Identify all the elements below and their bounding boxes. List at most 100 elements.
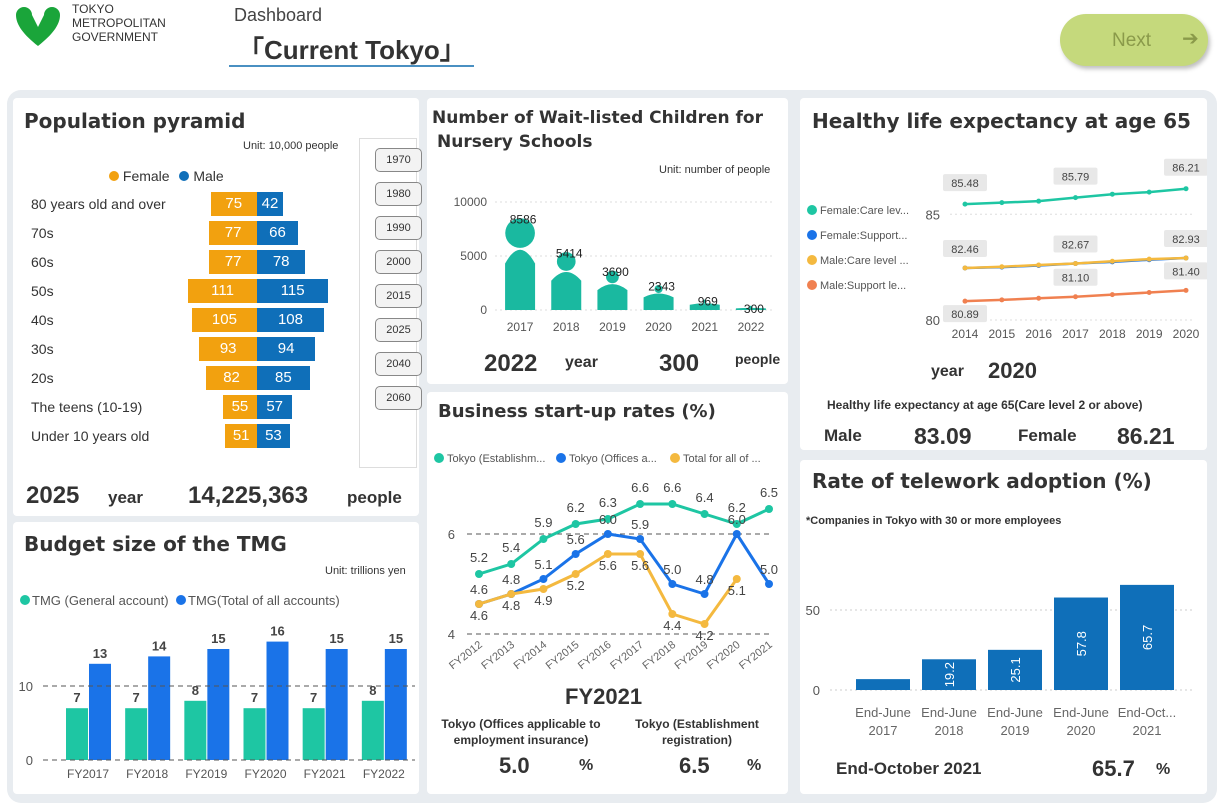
male-bar: 115: [257, 279, 329, 303]
data-label: 6.5: [760, 485, 778, 500]
data-label: 4.8: [696, 572, 714, 587]
person-bar-body: [735, 307, 766, 310]
series-point: [636, 550, 645, 558]
data-label: 4.2: [696, 628, 714, 643]
series-point: [732, 520, 741, 528]
y-tick-label: 6: [448, 527, 455, 542]
series-point: [1183, 186, 1189, 192]
callout-label: 82.93: [1172, 234, 1200, 246]
y-tick-label: 50: [806, 603, 820, 618]
x-tick-label: FY2020: [705, 639, 743, 672]
year-button-2060[interactable]: 2060: [375, 386, 422, 410]
x-tick-label: End-June: [987, 705, 1043, 720]
person-bar-body: [597, 284, 628, 310]
x-tick-label: FY2021: [737, 639, 775, 672]
waitlist-chart: 0 5000 10000 8586 2017 5414 2018 3690 2019 2343 20…: [454, 195, 772, 334]
legend-label: Female:Care lev...: [820, 205, 909, 217]
year-button-1970[interactable]: 1970: [375, 148, 422, 172]
year-button-2040[interactable]: 2040: [375, 352, 422, 376]
hle-title: Healthy life expectancy at age 65: [812, 109, 1191, 133]
waitlist-title-2: Nursery Schools: [437, 132, 593, 152]
callout-box: [1053, 268, 1098, 286]
data-label: 8586: [510, 212, 537, 226]
year-button-2015[interactable]: 2015: [375, 284, 422, 308]
bar: [856, 679, 910, 690]
dashboard-subtitle: Dashboard: [234, 5, 323, 25]
bar: [66, 708, 88, 760]
series-point: [1183, 287, 1189, 293]
telework-note: *Companies in Tokyo with 30 or more empl…: [806, 515, 1062, 527]
data-label: 5.1: [728, 583, 746, 598]
data-label: 300: [744, 302, 764, 316]
year-word: year: [108, 488, 143, 507]
people-word: people: [347, 488, 402, 507]
series-point: [1109, 191, 1115, 197]
y-tick-label: 4: [448, 627, 455, 642]
x-tick-label: 2019: [1136, 327, 1163, 341]
callout-label: 86.21: [1172, 163, 1200, 175]
data-label: 7: [133, 690, 140, 705]
male-bar: 57: [257, 395, 293, 419]
legend-label: TMG (General account): [32, 593, 169, 608]
male-bar: 78: [257, 250, 306, 274]
startup-chart: 4 6 Tokyo (Establishm... Tokyo (Offices a..…: [434, 453, 778, 672]
header: TOKYO METROPOLITAN GOVERNMENT Dashboard …: [0, 0, 1224, 88]
male-bar: 53: [257, 424, 290, 448]
x-tick-label: 2019: [1001, 723, 1030, 738]
data-label: 5.2: [567, 578, 585, 593]
data-label: 8: [369, 683, 376, 698]
bar: [207, 649, 230, 760]
x-tick-label: 2018: [1099, 327, 1126, 341]
data-label: 7: [251, 690, 258, 705]
bar: [125, 708, 148, 760]
series-point: [765, 505, 773, 513]
person-bar-head: [654, 284, 663, 294]
legend-dot: [20, 595, 30, 605]
year-button-1980[interactable]: 1980: [375, 182, 422, 206]
data-label: 6.4: [696, 490, 714, 505]
x-tick-label: 2021: [691, 320, 718, 334]
age-label: Under 10 years old: [31, 428, 150, 444]
male-bar: 66: [257, 221, 298, 245]
data-label: 5.0: [663, 562, 681, 577]
next-button[interactable]: Next ➔: [1060, 14, 1208, 66]
x-tick-label: FY2015: [544, 639, 582, 672]
budget-title: Budget size of the TMG: [24, 532, 287, 556]
series-point: [700, 590, 709, 598]
x-tick-label: End-Oct...: [1118, 705, 1177, 720]
y-tick-label: 80: [926, 313, 940, 328]
legend-label: Tokyo (Offices a...: [569, 453, 657, 465]
startup-right-label-2: registration): [661, 733, 732, 747]
org-line1: TOKYO: [72, 2, 114, 16]
x-tick-label: FY2013: [479, 639, 517, 672]
x-tick-label: 2019: [599, 320, 626, 334]
callout-box: [943, 239, 987, 257]
startup-right-value: 6.5: [679, 753, 710, 778]
series-line: [478, 531, 771, 606]
series-point: [999, 264, 1005, 270]
startup-left-value: 5.0: [499, 753, 530, 778]
hle-panel: Healthy life expectancy at age 65 80 85 20…: [800, 98, 1207, 450]
y-tick-label: 5000: [460, 249, 487, 263]
male-bar: 108: [257, 308, 324, 332]
year-button-1990[interactable]: 1990: [375, 216, 422, 240]
series-point: [539, 535, 548, 543]
callout-box: [1053, 235, 1098, 253]
population-pyramid-panel: Population pyramid Unit: 10,000 people F…: [13, 98, 422, 516]
series-point: [999, 200, 1005, 206]
legend-female-label: Female: [122, 168, 170, 184]
startup-left-label-1: Tokyo (Offices applicable to: [441, 717, 601, 731]
year-button-2025[interactable]: 2025: [375, 318, 422, 342]
series-point: [1109, 292, 1115, 298]
x-tick-label: 2017: [507, 320, 534, 334]
x-tick-label: 2020: [645, 320, 672, 334]
series-point: [571, 570, 580, 578]
telework-title: Rate of telework adoption (%): [812, 469, 1152, 493]
year-button-2000[interactable]: 2000: [375, 250, 422, 274]
x-tick-label: FY2018: [126, 767, 168, 781]
hle-female-value: 86.21: [1117, 423, 1175, 449]
page-title: 「Current Tokyo」: [238, 35, 466, 65]
arrow-right-icon: ➔: [1182, 28, 1199, 50]
bar: [988, 649, 1042, 690]
series-point: [636, 535, 645, 543]
